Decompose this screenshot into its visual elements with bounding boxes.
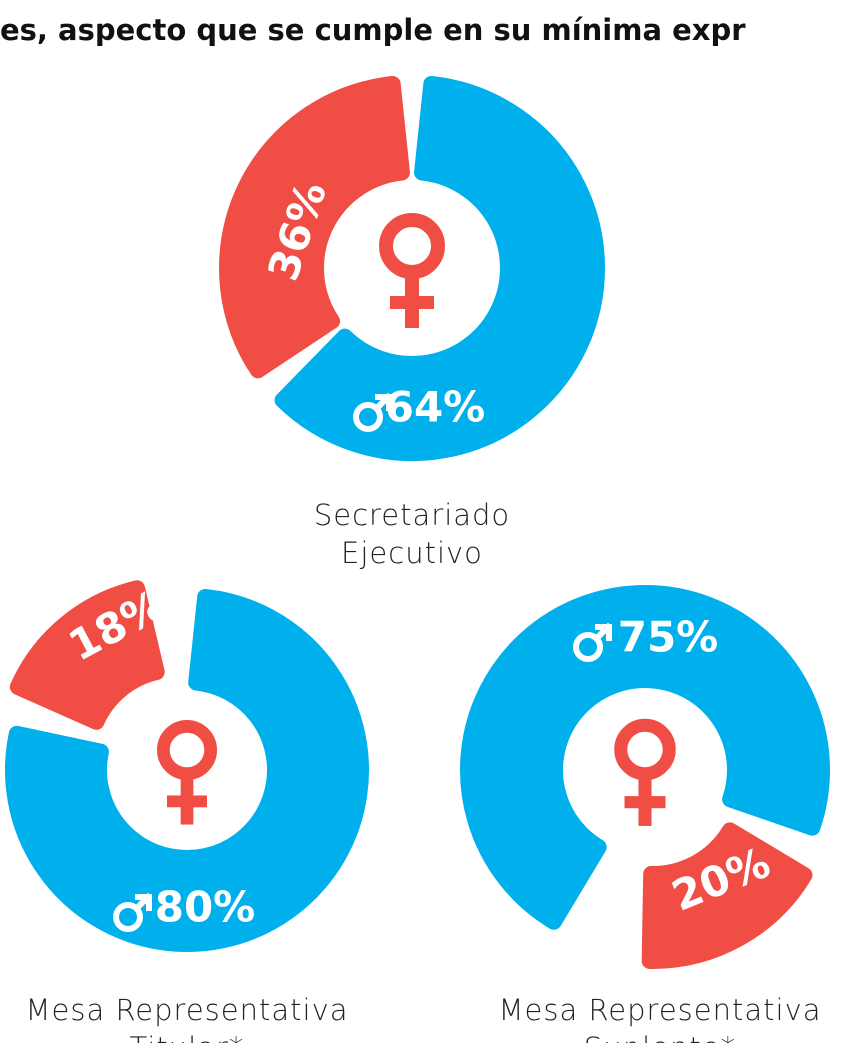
value-label: 64%	[385, 383, 486, 432]
female-icon-ring	[614, 718, 676, 781]
chart-caption: Titular*	[130, 1031, 245, 1043]
chart-caption: Secretariado	[314, 498, 510, 532]
donut-segment	[460, 585, 830, 930]
female-icon-ring	[379, 213, 445, 279]
male-icon	[353, 392, 393, 432]
chart-caption: Ejecutivo	[341, 536, 483, 570]
page-title: es, aspecto que se cumple en su mínima e…	[0, 13, 746, 47]
female-icon-bar	[390, 296, 434, 309]
male-icon-arrow	[372, 392, 393, 413]
female-icon	[614, 718, 676, 826]
donut-segment	[219, 76, 410, 379]
female-icon	[379, 213, 445, 328]
male-icon-arrow	[592, 622, 613, 643]
donut-segment	[274, 76, 605, 461]
male-icon-ring	[113, 902, 143, 932]
chart-caption: Mesa Representativa	[498, 993, 821, 1027]
donut-segment	[641, 822, 813, 969]
male-icon-arrow	[132, 892, 153, 913]
donut-segment	[5, 588, 369, 952]
female-icon	[156, 719, 218, 825]
chart-caption: Suplente*	[584, 1031, 736, 1043]
male-icon-ring	[573, 632, 603, 662]
female-icon-bar	[624, 796, 666, 809]
chart-caption: Mesa Representativa	[25, 993, 348, 1027]
value-label: 80%	[155, 883, 256, 932]
female-icon-ring	[156, 719, 218, 781]
male-icon	[113, 892, 153, 932]
donut-segment	[9, 580, 165, 730]
male-icon-ring	[353, 402, 383, 432]
value-label: 75%	[618, 613, 719, 662]
male-icon	[573, 622, 613, 662]
female-icon-bar	[167, 795, 207, 808]
